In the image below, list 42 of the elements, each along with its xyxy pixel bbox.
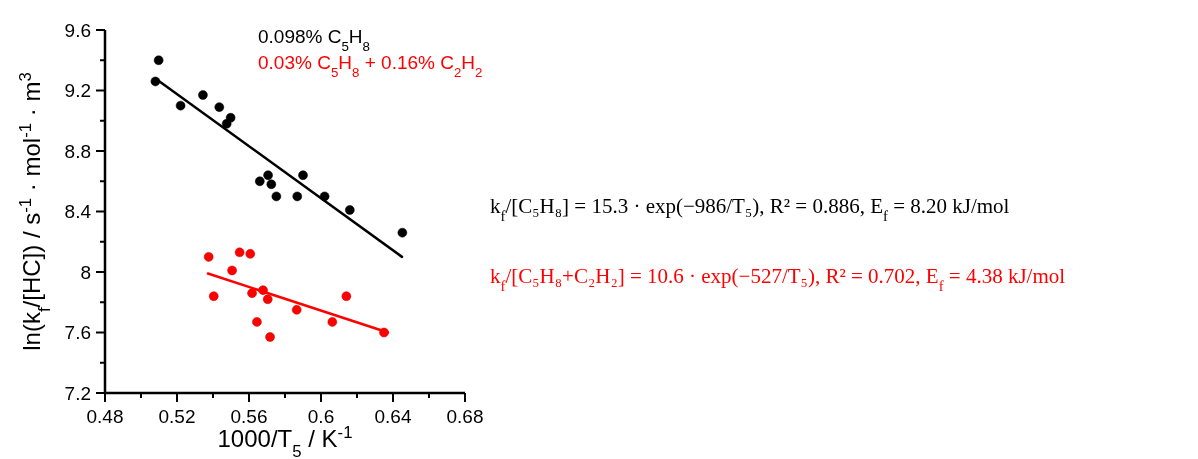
point	[245, 249, 256, 259]
x-tick-label: 0.48	[86, 406, 124, 427]
point	[397, 227, 408, 238]
point	[292, 191, 302, 202]
y-tick-label: 8	[80, 261, 91, 283]
x-tick-label: 0.52	[158, 406, 196, 427]
point	[271, 191, 282, 202]
x-tick-label: 0.64	[374, 406, 412, 427]
point	[203, 252, 214, 262]
point	[175, 100, 186, 111]
y-tick-label: 7.2	[64, 382, 91, 404]
point	[341, 291, 352, 301]
point	[291, 305, 302, 315]
y-tick-label: 8.8	[64, 140, 91, 162]
point	[153, 55, 164, 65]
x-tick-label: 0.68	[446, 406, 484, 427]
point	[262, 294, 273, 304]
point	[214, 102, 225, 112]
point	[319, 191, 330, 202]
y-tick-label: 9.6	[64, 19, 91, 41]
point	[150, 76, 161, 87]
y-tick-label: 7.6	[64, 322, 91, 344]
text: 0.03% C$_{5}$H$_{8}$ + 0.16% C$_{2}$H$_{2}$	[258, 51, 483, 80]
y-tick-label: 8.4	[64, 201, 92, 223]
text: k$_{f}$/[C₅H₈] = 15.3 · exp(−986/T₅), R² = 0.886, E$_{f}$ = 8.20 kJ/mol	[490, 194, 1010, 224]
text: k$_{f}$/[C₅H₈+C₂H₂] = 10.6 · exp(−527/T₅), R² = 0.702, E$_{f}$ = 4.38 kJ/mol	[490, 264, 1066, 294]
point	[234, 247, 245, 258]
point	[208, 291, 219, 301]
point	[265, 332, 275, 342]
point	[266, 179, 277, 190]
point	[263, 170, 273, 180]
text: 0.098% C$_{5}$H$_{8}$	[258, 25, 370, 54]
point	[255, 176, 265, 186]
point	[327, 317, 338, 327]
point	[198, 90, 208, 100]
point	[247, 288, 257, 298]
point	[252, 317, 262, 327]
point	[221, 119, 232, 129]
y-tick-label: 9.2	[64, 80, 91, 102]
point	[227, 265, 237, 276]
point	[298, 170, 308, 180]
point	[345, 205, 355, 215]
